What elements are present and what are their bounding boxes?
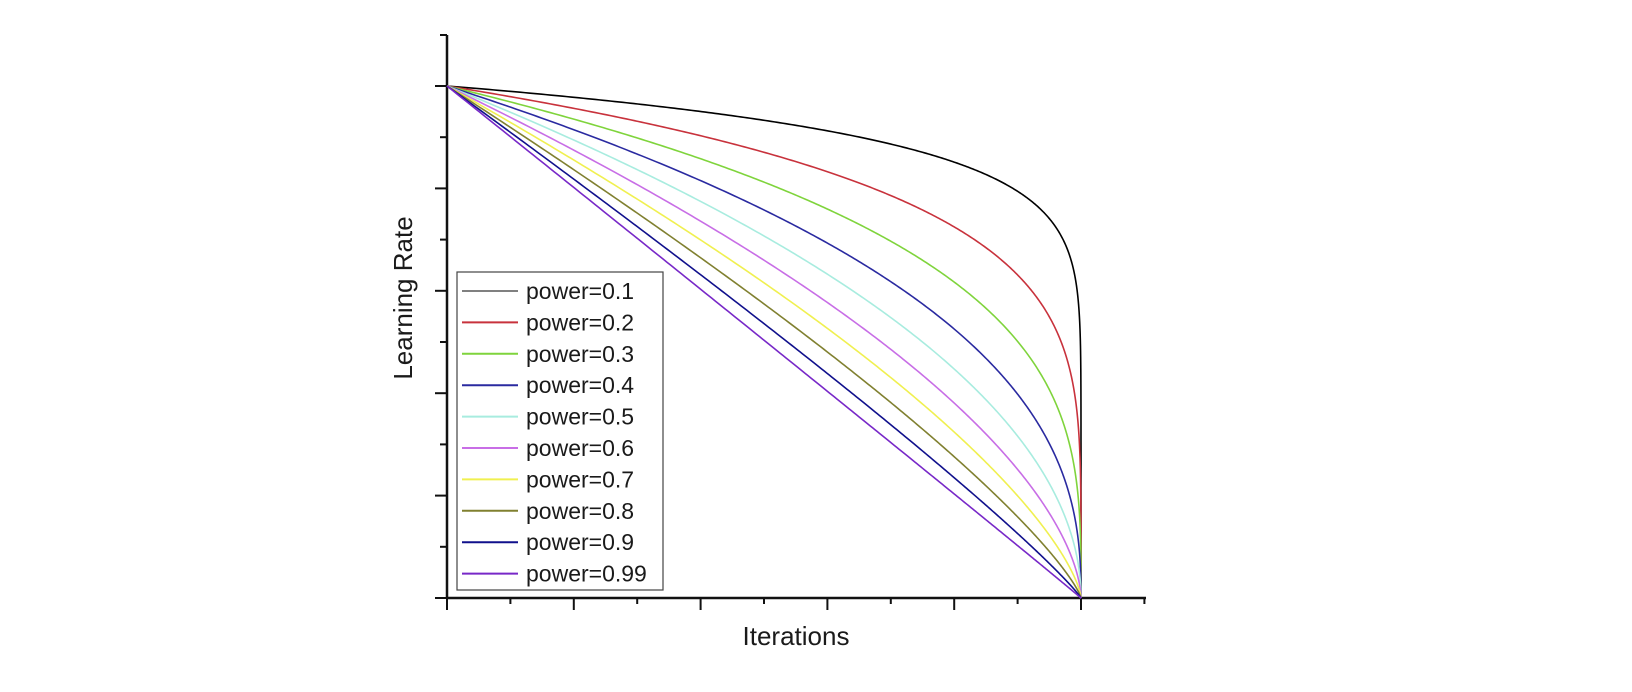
legend-label: power=0.8 bbox=[526, 498, 634, 524]
legend-label: power=0.5 bbox=[526, 404, 634, 430]
legend-item: power=0.4 bbox=[462, 372, 634, 398]
series-line-power-0-4 bbox=[446, 85, 1082, 598]
legend-label: power=0.6 bbox=[526, 435, 634, 461]
legend-item: power=0.6 bbox=[462, 435, 634, 461]
legend-item: power=0.7 bbox=[462, 466, 634, 492]
x-axis-title: Iterations bbox=[743, 621, 850, 651]
legend-label: power=0.3 bbox=[526, 341, 634, 367]
legend-item: power=0.1 bbox=[462, 278, 634, 304]
legend-item: power=0.3 bbox=[462, 341, 634, 367]
series-line-power-0-7 bbox=[446, 85, 1082, 599]
legend-item: power=0.8 bbox=[462, 498, 634, 524]
series-line-power-0-1 bbox=[446, 85, 1082, 598]
legend: power=0.1 power=0.2 power=0.3 power=0.4 powe… bbox=[456, 271, 664, 591]
legend-box bbox=[456, 271, 664, 591]
x-axis-ticks bbox=[446, 598, 1146, 610]
series-line-power-0-5 bbox=[446, 85, 1082, 598]
legend-label: power=0.7 bbox=[526, 466, 634, 492]
series-line-power-0-8 bbox=[446, 85, 1082, 599]
legend-item: power=0.2 bbox=[462, 309, 634, 335]
legend-label: power=0.99 bbox=[526, 561, 647, 587]
series-line-power-0-99 bbox=[446, 85, 1082, 599]
legend-label: power=0.1 bbox=[526, 278, 634, 304]
legend-item: power=0.99 bbox=[462, 561, 647, 587]
legend-label: power=0.2 bbox=[526, 309, 634, 335]
legend-item: power=0.9 bbox=[462, 529, 634, 555]
y-axis-ticks bbox=[435, 34, 447, 599]
legend-label: power=0.4 bbox=[526, 372, 634, 398]
series-line-power-0-3 bbox=[446, 85, 1082, 598]
y-axis-title: Learning Rate bbox=[388, 216, 418, 379]
series-line-power-0-2 bbox=[446, 85, 1082, 598]
legend-label: power=0.9 bbox=[526, 529, 634, 555]
series-line-power-0-6 bbox=[446, 85, 1082, 598]
legend-item: power=0.5 bbox=[462, 404, 634, 430]
series-line-power-0-9 bbox=[446, 85, 1082, 599]
axes bbox=[435, 34, 1146, 610]
plot-series bbox=[446, 85, 1082, 599]
